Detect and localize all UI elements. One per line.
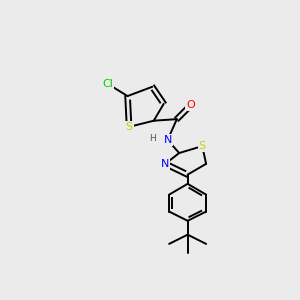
Text: N: N <box>164 135 172 145</box>
Text: O: O <box>186 100 195 110</box>
Text: Cl: Cl <box>102 79 113 89</box>
Text: S: S <box>199 141 206 151</box>
Text: N: N <box>161 159 170 169</box>
Text: H: H <box>149 134 156 143</box>
Text: S: S <box>125 122 133 132</box>
